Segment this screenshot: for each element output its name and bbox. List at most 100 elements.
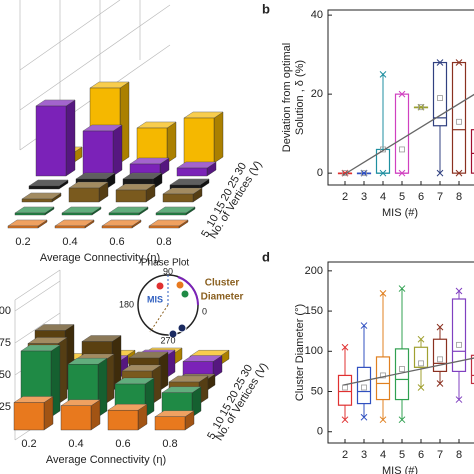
depth-tick-label: 25: [232, 376, 249, 393]
bar-side-shade: [207, 162, 216, 176]
z-tick-label: 25: [0, 401, 11, 413]
bar-top-shade: [82, 335, 121, 342]
bar-side-shade: [58, 337, 67, 404]
bar-top-shade: [22, 193, 61, 199]
bar: [162, 193, 194, 203]
x-tick-label: 0.8: [162, 438, 177, 450]
bar-top-shade: [163, 188, 202, 194]
bar-top-shade: [90, 82, 129, 88]
bar-top-shade: [108, 404, 147, 411]
x-tick-label: 3: [361, 191, 367, 203]
whisker-cap: [341, 416, 349, 424]
angle-label: 90: [163, 266, 173, 276]
x-tick-label: 0.4: [62, 236, 77, 248]
frame: [327, 9, 474, 186]
bar-top-shade: [62, 207, 101, 213]
bar-top-shade: [183, 355, 222, 362]
bar-top-shade: [177, 162, 216, 168]
whisker-cap: [417, 335, 425, 343]
bar-top-shade: [28, 337, 67, 344]
y-tick-label: 150: [305, 305, 323, 317]
whisker-cap: [398, 416, 406, 424]
bar: [136, 127, 168, 164]
depth-tick-label: 30: [233, 161, 250, 178]
diameter-line: [149, 304, 169, 333]
bar: [68, 187, 100, 203]
bar-top-shade: [109, 207, 148, 213]
z-tick-label: 75: [0, 337, 11, 349]
whisker-cap: [417, 103, 425, 111]
whisker-cap: [436, 169, 444, 177]
whisker-cap: [341, 343, 349, 351]
bar-side-shade: [206, 374, 215, 391]
whisker-cap: [417, 384, 425, 391]
grid-line: [14, 280, 61, 312]
bar-side-shade: [106, 173, 115, 189]
bar: [7, 225, 39, 229]
x-tick-label: 0.6: [115, 438, 130, 450]
trend-line: [342, 93, 474, 176]
x-tick-label: 2: [342, 191, 348, 203]
bar-side-shade: [220, 350, 229, 365]
bar-side-shade: [159, 352, 168, 391]
bar-top-shade: [61, 399, 100, 406]
bar-side-shade: [92, 207, 101, 215]
grid-line: [14, 312, 61, 344]
angle-label: 180: [119, 299, 134, 309]
depth-tick-label: 5: [205, 430, 218, 441]
y-axis-title: Solution , δ (%): [294, 60, 306, 135]
mean: [437, 95, 443, 101]
bar-side-shade: [73, 147, 82, 163]
x-tick-label: 4: [380, 449, 386, 461]
bar-top-shade: [55, 220, 94, 226]
bar-side-shade: [51, 345, 60, 417]
bar-top-shade: [137, 122, 176, 128]
x-tick-label: 0.4: [68, 438, 83, 450]
bar: [115, 189, 147, 203]
whisker-cap: [398, 169, 406, 177]
bar-side-shade: [99, 182, 108, 202]
bar-top-shade: [122, 365, 161, 371]
bar-top-shade: [184, 112, 223, 118]
mean: [418, 104, 424, 111]
bar-side-shade: [213, 355, 222, 378]
mean: [361, 170, 367, 177]
mean: [418, 360, 424, 367]
bar-top-shade: [69, 182, 108, 188]
x-axis-title: Average Connectivity (η): [46, 454, 166, 466]
bar-side-shade: [85, 220, 94, 228]
x-tick-label: 7: [437, 449, 443, 461]
whisker-cap: [455, 396, 463, 403]
y-tick-label: 100: [305, 345, 323, 357]
box: [470, 129, 474, 174]
bar-side-shade: [153, 173, 162, 189]
whisker-cap: [341, 169, 349, 177]
bar: [155, 212, 187, 216]
whisker-cap: [360, 169, 368, 177]
x-axis-title: MIS (#): [382, 465, 418, 474]
whisker-cap: [379, 169, 387, 177]
bar-top-shade: [115, 378, 154, 384]
bar-side-shade: [199, 376, 208, 404]
x-tick-label: 4: [380, 191, 386, 203]
bar: [154, 416, 186, 431]
bar: [107, 410, 139, 431]
mean: [361, 384, 367, 391]
panel-label: d: [262, 249, 270, 264]
bar-side-shade: [166, 350, 175, 378]
bar-side-shade: [145, 378, 154, 417]
inset-title: Phase Plot: [141, 258, 190, 269]
bar-top-shade: [14, 396, 53, 403]
bar-side-shade: [112, 335, 121, 391]
bar-side-shade: [200, 179, 209, 189]
bar-side-shade: [185, 410, 194, 430]
frame: [327, 261, 474, 444]
bar-top-shade: [129, 352, 168, 358]
depth-tick-label: 30: [239, 363, 256, 380]
phase-arc: [177, 276, 199, 306]
bar-side-shade: [152, 365, 161, 404]
bar-side-shade: [193, 188, 202, 202]
bar-side-shade: [214, 112, 223, 163]
mean: [380, 372, 386, 379]
whisker-cap: [455, 169, 463, 177]
